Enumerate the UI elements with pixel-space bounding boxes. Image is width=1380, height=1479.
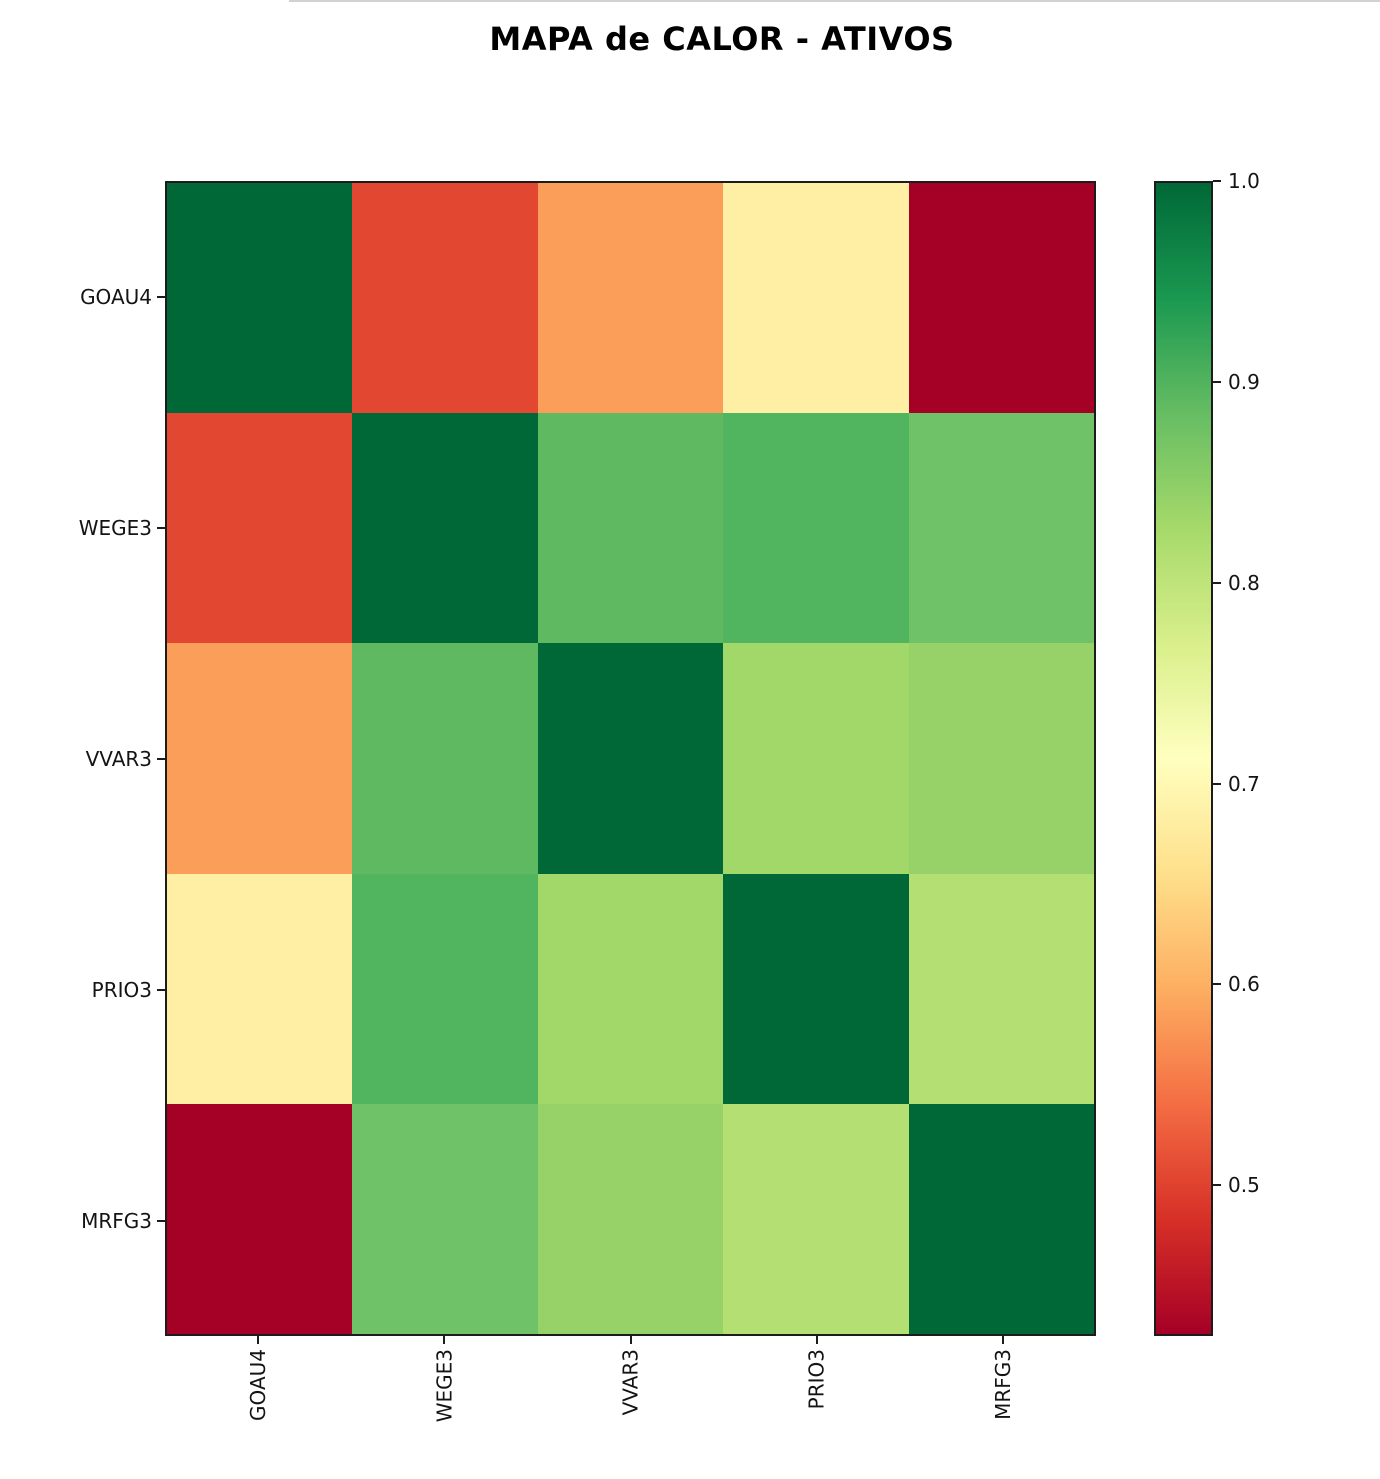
colorbar-tick-label: 1.0: [1228, 169, 1260, 193]
heatmap-cell: [352, 413, 538, 644]
y-axis-label: WEGE3: [78, 515, 152, 540]
heatmap-cell: [352, 643, 538, 874]
heatmap-cell: [908, 643, 1094, 874]
heatmap-cell: [723, 183, 909, 414]
heatmap-cell: [352, 183, 538, 414]
heatmap-cell: [167, 873, 353, 1104]
colorbar-tick-mark: [1213, 180, 1221, 182]
colorbar: [1154, 181, 1213, 1336]
x-tick-mark: [629, 1336, 632, 1344]
colorbar-tick-mark: [1213, 782, 1221, 785]
colorbar-tick-mark: [1213, 1184, 1221, 1187]
x-axis-label: MRFG3: [990, 1349, 1015, 1420]
heatmap-cell: [167, 183, 353, 414]
y-axis-label: GOAU4: [80, 284, 152, 309]
colorbar-tick-label: 0.9: [1228, 369, 1260, 394]
heatmap-cell: [537, 183, 724, 414]
heatmap-cell: [537, 1103, 724, 1334]
chart-title: MAPA de CALOR - ATIVOS: [489, 20, 955, 58]
heatmap-cell: [167, 1103, 353, 1334]
heatmap-cell: [352, 873, 538, 1104]
heatmap-cell: [908, 413, 1094, 644]
y-axis-label: MRFG3: [81, 1208, 152, 1233]
heatmap-cell: [723, 643, 909, 874]
colorbar-tick-label: 0.7: [1228, 771, 1260, 796]
window-edge-line: [289, 0, 1380, 2]
colorbar-tick-label: 0.5: [1228, 1173, 1260, 1198]
heatmap-cell: [908, 873, 1094, 1104]
x-axis-label: VVAR3: [618, 1349, 643, 1416]
heatmap-cell: [167, 413, 353, 644]
y-tick-mark: [157, 1219, 165, 1222]
x-tick-mark: [443, 1336, 446, 1344]
x-tick-mark: [815, 1336, 818, 1344]
x-tick-mark: [1001, 1336, 1004, 1344]
y-axis-label: PRIO3: [91, 977, 152, 1002]
x-tick-mark: [257, 1336, 260, 1344]
colorbar-tick-mark: [1213, 983, 1221, 986]
heatmap-cell: [908, 183, 1094, 414]
colorbar-tick-label: 0.6: [1228, 972, 1260, 997]
heatmap-cell: [537, 873, 724, 1104]
heatmap-cell: [352, 1103, 538, 1334]
colorbar-tick-mark: [1213, 380, 1221, 383]
x-axis-label: WEGE3: [432, 1349, 457, 1423]
heatmap-cell: [723, 413, 909, 644]
y-tick-mark: [157, 526, 165, 529]
heatmap-cell: [723, 873, 909, 1104]
y-axis-label: VVAR3: [85, 746, 152, 771]
x-axis-label: PRIO3: [804, 1349, 829, 1410]
y-tick-mark: [157, 988, 165, 991]
colorbar-tick-label: 0.8: [1228, 570, 1260, 595]
x-axis-label: GOAU4: [246, 1349, 271, 1421]
colorbar-tick-mark: [1213, 581, 1221, 584]
heatmap-cell: [908, 1103, 1094, 1334]
heatmap-cell: [537, 413, 724, 644]
heatmap-cell: [167, 643, 353, 874]
heatmap-cell: [537, 643, 724, 874]
y-tick-mark: [157, 295, 165, 298]
y-tick-mark: [157, 757, 165, 760]
heatmap-cell: [723, 1103, 909, 1334]
heatmap-grid: [165, 181, 1096, 1336]
